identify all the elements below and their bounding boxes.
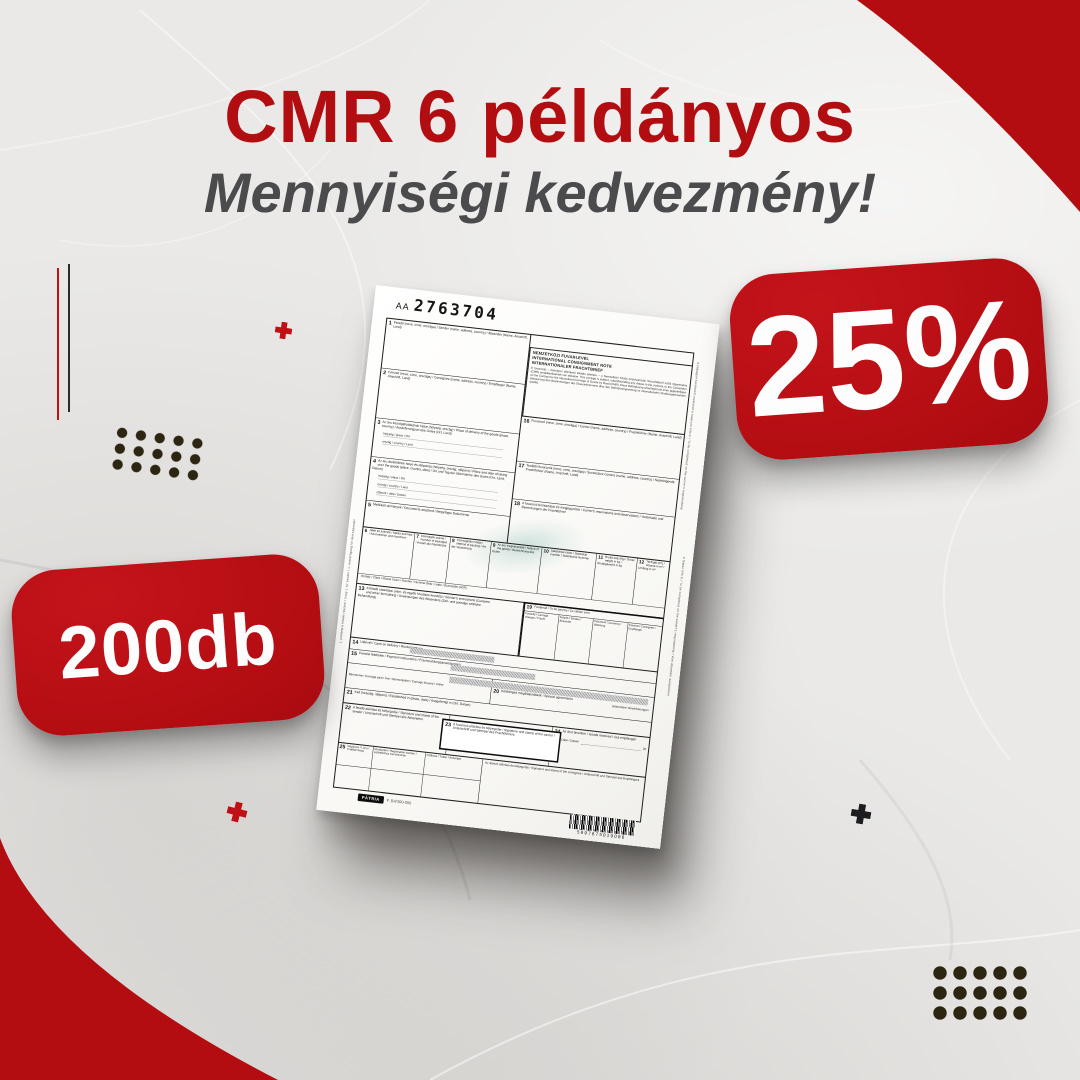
red-line-decoration [57, 268, 59, 420]
cmr-form-grid: 1 Feladó (neve, címe, országa) / Sender (… [332, 317, 695, 823]
plus-icon [274, 321, 293, 340]
dot-grid-icon [930, 963, 1030, 1023]
cmr-document: AA 2763704 1. példány a feladó részére /… [316, 285, 720, 849]
black-line-decoration [68, 264, 70, 412]
plus-icon [225, 800, 249, 824]
discount-badge: 25% [726, 255, 1052, 463]
corner-shape-bottom-left [0, 838, 278, 1080]
dot-grid-icon [107, 423, 208, 485]
promo-subtitle: Mennyiségi kedvezmény! [203, 161, 877, 224]
plus-icon [849, 802, 872, 825]
quantity-badge: 200db [8, 551, 328, 739]
promo-title: CMR 6 példányos [224, 75, 856, 158]
